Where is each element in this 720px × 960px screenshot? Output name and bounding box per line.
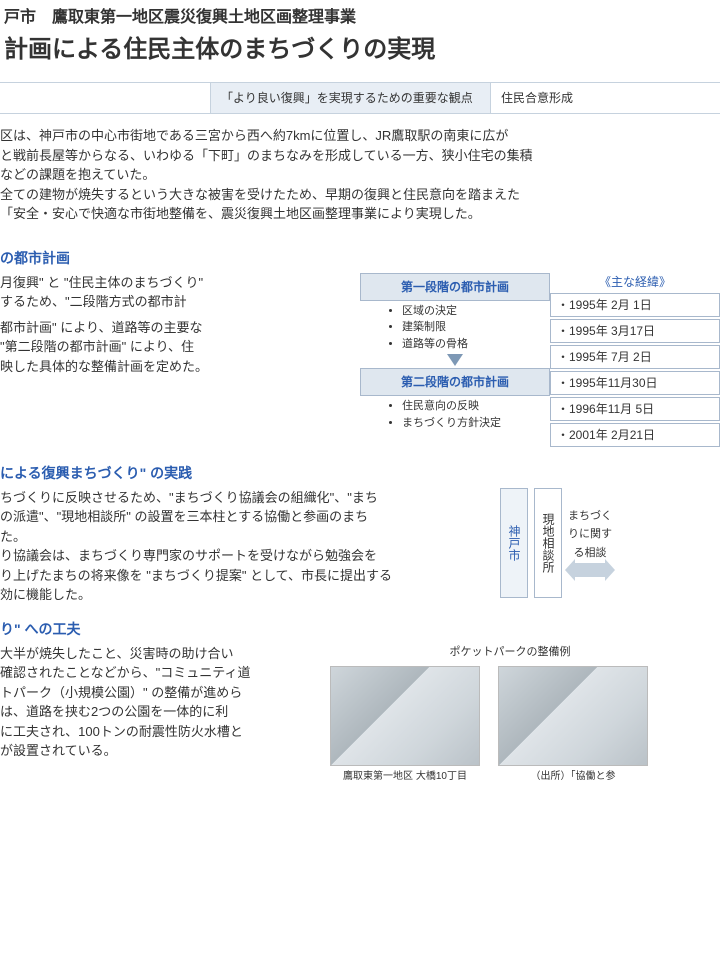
timeline-item: ・1995年11月30日 [550, 371, 720, 395]
sec1-title: の都市計画 [0, 248, 720, 269]
flow-arrow-label: りに関す [568, 526, 612, 543]
tab-viewpoint: 「より良い復興」を実現するための重要な観点 [210, 83, 490, 113]
photos-title: ポケットパークの整備例 [330, 644, 690, 661]
timeline: 《主な経緯》 ・1995年 2月 1日 ・1995年 3月17日 ・1995年 … [550, 273, 720, 449]
header-main: 計画による住民主体のまちづくりの実現 [0, 32, 720, 82]
sec1-text: "第二段階の都市計画" により、住 [0, 337, 352, 357]
sec2-text: り協議会は、まちづくり専門家のサポートを受けながら勉強会を [0, 546, 492, 566]
intro-line: と戦前長屋等からなる、いわゆる「下町」のまちなみを形成している一方、狭小住宅の集… [0, 146, 720, 166]
sec3-text: 確認されたことなどから、"コミュニティ道 [0, 663, 322, 683]
sec3-text: が設置されている。 [0, 741, 322, 761]
stage1-item: 区域の決定 [402, 303, 550, 320]
intro-line: 全ての建物が焼失するという大きな被害を受けたため、早期の復興と住民意向を踏まえた [0, 185, 720, 205]
sec2-title: による復興まちづくり" の実践 [0, 463, 720, 484]
double-arrow-icon [575, 563, 605, 577]
timeline-item: ・1996年11月 5日 [550, 397, 720, 421]
tab-consensus: 住民合意形成 [490, 83, 660, 113]
sec1-text: 都市計画" により、道路等の主要な [0, 318, 352, 338]
intro-line: などの課題を抱えていた。 [0, 165, 720, 185]
stage1-item: 建築制限 [402, 319, 550, 336]
timeline-item: ・2001年 2月21日 [550, 423, 720, 447]
intro-block: 区は、神戸市の中心市街地である三宮から西へ約7kmに位置し、JR鷹取駅の南東に広… [0, 114, 720, 234]
sec1-text: 月復興" と "住民主体のまちづくり" [0, 273, 352, 293]
timeline-item: ・1995年 3月17日 [550, 319, 720, 343]
sec2-text: た。 [0, 527, 492, 547]
timeline-item: ・1995年 2月 1日 [550, 293, 720, 317]
tab-row: 「より良い復興」を実現するための重要な観点 住民合意形成 [0, 82, 720, 114]
stage1-item: 道路等の骨格 [402, 336, 550, 353]
photo-1: 鷹取東第一地区 大橋10丁目 [330, 666, 480, 784]
photo-2: （出所）「協働と参 [498, 666, 648, 784]
consult-flow: 神戸市 現地相談所 まちづく りに関す る相談 [500, 488, 720, 598]
photo-placeholder [330, 666, 480, 766]
photo-caption: （出所）「協働と参 [498, 769, 648, 784]
timeline-item: ・1995年 7月 2日 [550, 345, 720, 369]
sec3-text: 大半が焼失したこと、災害時の助け合い [0, 644, 322, 664]
arrow-down-icon [447, 354, 463, 366]
header-sub: 戸市 鷹取東第一地区震災復興土地区画整理事業 [0, 0, 720, 32]
tab-spacer [0, 83, 210, 113]
flow-kobe-city: 神戸市 [500, 488, 528, 598]
intro-line: 「安全・安心で快適な市街地整備を、震災復興土地区画整理事業により実現した。 [0, 204, 720, 224]
sec1-text: するため、"二段階方式の都市計 [0, 292, 352, 312]
flow-arrow-label: まちづく [568, 508, 612, 525]
sec2-text: 効に機能した。 [0, 585, 492, 605]
sec2-text: ちづくりに反映させるため、"まちづくり協議会の組織化"、"まち [0, 488, 492, 508]
intro-line: 区は、神戸市の中心市街地である三宮から西へ約7kmに位置し、JR鷹取駅の南東に広… [0, 126, 720, 146]
sec3-text: トパーク（小規模公園）" の整備が進めら [0, 683, 322, 703]
sec3-text: は、道路を挟む2つの公園を一体的に利 [0, 702, 322, 722]
flow-arrow-consult: まちづく りに関す る相談 [568, 508, 612, 578]
sec2-text: り上げたまちの将来像を "まちづくり提案" として、市長に提出する [0, 566, 492, 586]
sec3-text: に工夫され、100トンの耐震性防火水槽と [0, 722, 322, 742]
photo-caption: 鷹取東第一地区 大橋10丁目 [330, 769, 480, 784]
stage2-box: 第二段階の都市計画 [360, 368, 550, 396]
sec3-title: り" への工夫 [0, 619, 720, 640]
timeline-title: 《主な経緯》 [550, 273, 720, 291]
flow-local-office: 現地相談所 [534, 488, 562, 598]
stage2-item: まちづくり方針決定 [402, 415, 550, 432]
photo-placeholder [498, 666, 648, 766]
two-stage-diagram: 第一段階の都市計画 区域の決定 建築制限 道路等の骨格 第二段階の都市計画 住民… [360, 273, 550, 449]
stage2-item: 住民意向の反映 [402, 398, 550, 415]
sec1-text: 映した具体的な整備計画を定めた。 [0, 357, 352, 377]
sec2-text: の派遣"、"現地相談所" の設置を三本柱とする協働と参画のまち [0, 507, 492, 527]
stage1-box: 第一段階の都市計画 [360, 273, 550, 301]
